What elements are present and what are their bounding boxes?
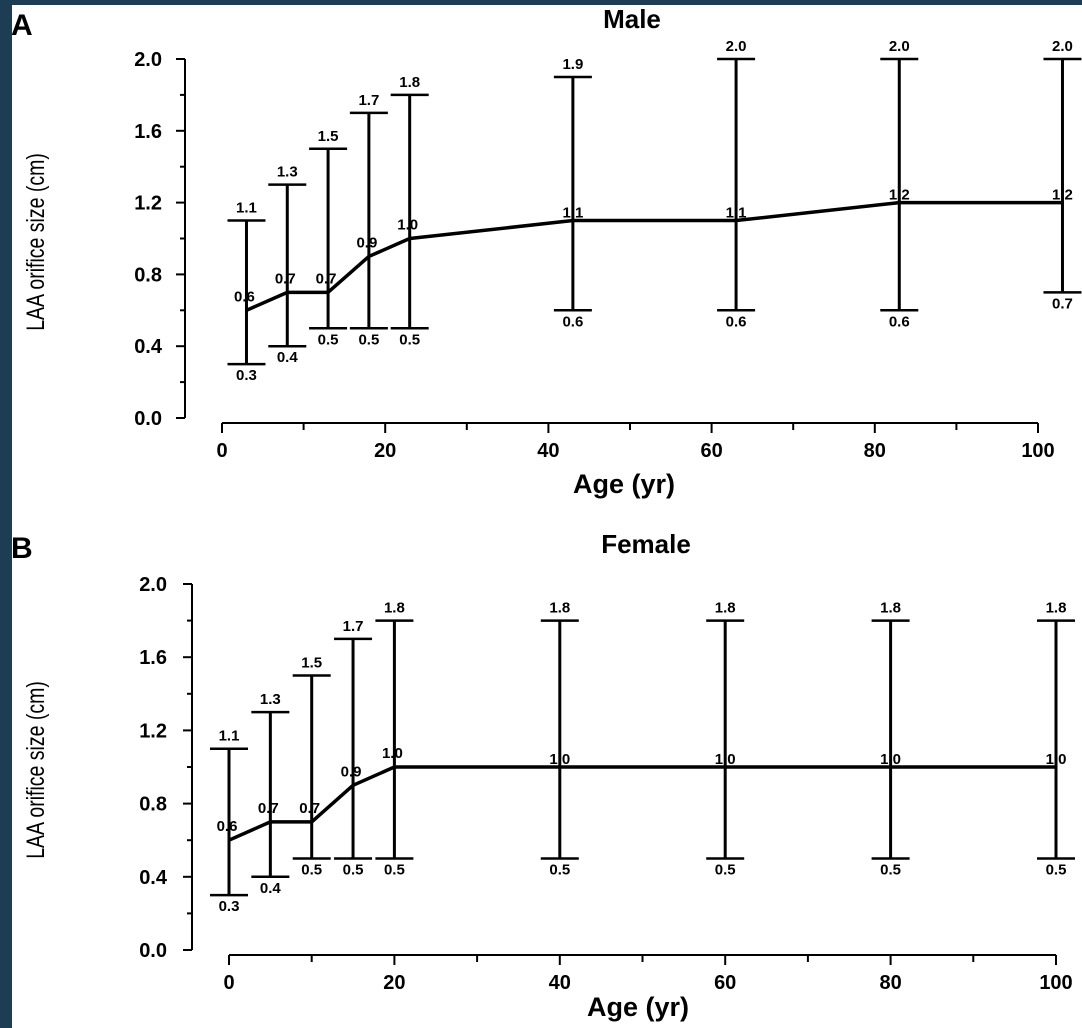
- data-label-mean: 1.0: [1046, 751, 1067, 768]
- x-tick-label: 60: [714, 972, 736, 994]
- y-tick-label: 1.2: [139, 720, 167, 742]
- data-label-lower: 0.4: [260, 880, 282, 897]
- data-label-mean: 0.6: [234, 288, 255, 305]
- y-tick-label: 0.0: [139, 940, 167, 962]
- data-label-mean: 1.0: [549, 751, 570, 768]
- chart-figure: A Male Age (yr) LAA orifice size (cm) 0.…: [12, 5, 1082, 1028]
- data-label-upper: 2.0: [1052, 38, 1073, 55]
- data-label-mean: 1.0: [397, 217, 418, 234]
- data-label-lower: 0.5: [301, 862, 322, 879]
- data-label-lower: 0.5: [384, 862, 405, 879]
- y-tick-label: 0.4: [134, 336, 163, 358]
- data-label-upper: 1.7: [358, 92, 379, 109]
- chart-title: Female: [601, 529, 691, 559]
- data-label-mean: 0.9: [341, 763, 362, 780]
- data-label-lower: 0.5: [343, 862, 364, 879]
- data-label-upper: 1.8: [880, 600, 901, 617]
- x-axis-title: Age (yr): [573, 469, 675, 499]
- data-label-upper: 1.5: [301, 655, 322, 672]
- mean-line: [245, 200, 1063, 312]
- y-axis-title: LAA orifice size (cm): [22, 153, 50, 331]
- data-label-lower: 0.5: [549, 862, 570, 879]
- data-label-mean: 0.7: [299, 800, 320, 817]
- data-label-mean: 1.0: [382, 745, 403, 762]
- panel-male: A Male Age (yr) LAA orifice size (cm) 0.…: [12, 5, 1082, 499]
- data-label-upper: 1.1: [219, 728, 240, 745]
- y-tick-label: 0.0: [134, 408, 162, 430]
- mean-line: [228, 765, 1056, 842]
- data-label-upper: 1.3: [277, 164, 298, 181]
- data-label-mean: 1.0: [715, 751, 736, 768]
- x-tick-label: 0: [223, 972, 234, 994]
- data-label-lower: 0.6: [889, 313, 910, 330]
- data-label-upper: 1.8: [399, 74, 420, 91]
- x-axis-title: Age (yr): [587, 992, 689, 1022]
- data-label-lower: 0.6: [562, 313, 583, 330]
- x-tick-label: 100: [1021, 440, 1054, 462]
- data-label-upper: 1.1: [236, 200, 257, 217]
- x-tick-label: 60: [700, 440, 722, 462]
- panel-letter: B: [12, 532, 33, 565]
- data-label-upper: 1.9: [562, 56, 583, 73]
- data-label-lower: 0.3: [219, 898, 240, 915]
- data-label-lower: 0.3: [236, 367, 257, 384]
- panel-letter: A: [12, 9, 33, 42]
- data-label-mean: 1.1: [726, 205, 747, 222]
- data-label-mean: 1.0: [880, 751, 901, 768]
- x-tick-label: 100: [1039, 972, 1072, 994]
- data-label-upper: 1.8: [1046, 600, 1067, 617]
- data-label-upper: 1.8: [549, 600, 570, 617]
- data-label-lower: 0.5: [715, 862, 736, 879]
- y-tick-label: 1.6: [134, 121, 162, 143]
- data-label-upper: 2.0: [726, 38, 747, 55]
- data-label-lower: 0.5: [358, 331, 379, 348]
- y-tick-label: 1.2: [134, 193, 162, 215]
- data-label-mean: 1.2: [1052, 187, 1073, 204]
- y-tick-label: 2.0: [134, 49, 162, 71]
- data-label-mean: 1.1: [562, 205, 583, 222]
- y-tick-label: 2.0: [139, 574, 167, 596]
- data-label-upper: 1.8: [715, 600, 736, 617]
- x-tick-label: 0: [216, 440, 227, 462]
- data-label-upper: 1.3: [260, 691, 281, 708]
- data-label-upper: 2.0: [889, 38, 910, 55]
- data-label-mean: 0.7: [275, 270, 296, 287]
- x-tick-label: 40: [537, 440, 559, 462]
- data-label-mean: 0.7: [258, 800, 279, 817]
- y-tick-label: 0.8: [139, 794, 167, 816]
- x-tick-label: 20: [383, 972, 405, 994]
- y-tick-label: 0.8: [134, 264, 162, 286]
- y-tick-label: 1.6: [139, 647, 167, 669]
- data-label-upper: 1.7: [343, 618, 364, 635]
- x-tick-label: 40: [549, 972, 571, 994]
- data-label-mean: 0.9: [356, 234, 377, 251]
- data-label-upper: 1.5: [318, 128, 339, 145]
- x-tick-label: 80: [879, 972, 901, 994]
- y-axis-title: LAA orifice size (cm): [22, 681, 50, 859]
- data-label-lower: 0.5: [399, 331, 420, 348]
- data-label-mean: 0.7: [316, 270, 337, 287]
- chart-title: Male: [603, 5, 661, 34]
- x-tick-label: 80: [864, 440, 886, 462]
- data-label-mean: 1.2: [889, 187, 910, 204]
- data-label-lower: 0.7: [1052, 295, 1073, 312]
- data-label-lower: 0.6: [726, 313, 747, 330]
- data-label-lower: 0.4: [277, 349, 299, 366]
- data-label-upper: 1.8: [384, 600, 405, 617]
- chart-svg: A Male Age (yr) LAA orifice size (cm) 0.…: [12, 5, 1082, 1022]
- data-label-lower: 0.5: [318, 331, 339, 348]
- panel-female: B Female Age (yr) LAA orifice size (cm) …: [12, 529, 1075, 1022]
- x-tick-label: 20: [374, 440, 396, 462]
- data-label-mean: 0.6: [217, 818, 238, 835]
- data-label-lower: 0.5: [1046, 862, 1067, 879]
- y-tick-label: 0.4: [139, 867, 168, 889]
- data-label-lower: 0.5: [880, 862, 901, 879]
